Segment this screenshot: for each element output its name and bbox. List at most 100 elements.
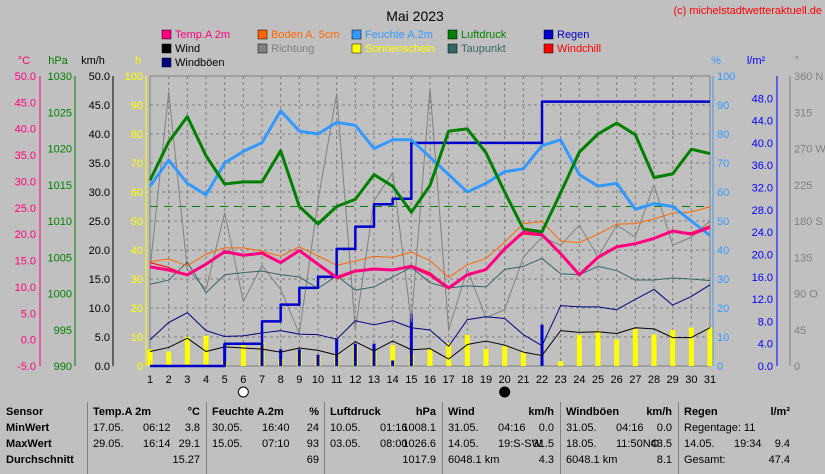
humidity-tick-label: 80 — [717, 129, 729, 141]
stats-date: Regentage: 11 — [684, 422, 756, 434]
stats-divider — [560, 402, 561, 474]
stats-date: 10.05. — [330, 422, 361, 434]
unit-sun: h — [135, 55, 141, 67]
stats-block-unit: l/m² — [770, 406, 790, 418]
temp-tick-label: 5.0 — [21, 308, 36, 320]
direction-tick-label: 45 — [794, 325, 806, 337]
stats-block-title: Regen — [684, 406, 718, 418]
temp-tick-label: 40.0 — [15, 124, 36, 136]
stats-date: Gesamt: — [684, 454, 726, 466]
stats-time: 19:S-SW — [498, 438, 543, 450]
humidity-tick-label: 60 — [717, 187, 729, 199]
legend-label: Wind — [175, 43, 200, 55]
x-tick-label: 1 — [147, 374, 153, 386]
direction-tick-label: 135 — [794, 252, 812, 264]
x-tick-label: 22 — [536, 374, 548, 386]
wind-tick-label: 20.0 — [89, 245, 110, 257]
legend-label: Luftdruck — [461, 29, 507, 41]
wind-tick-label: 5.0 — [95, 332, 110, 344]
sun-tick-label: 0 — [137, 361, 143, 373]
sunshine-bar — [483, 348, 489, 366]
stats-date: 15.05. — [212, 438, 243, 450]
humidity-tick-label: 30 — [717, 274, 729, 286]
humidity-tick-label: 50 — [717, 216, 729, 228]
stats-block-unit: °C — [187, 406, 200, 418]
stats-value: 15.27 — [172, 454, 200, 466]
rain-tick-label: 44.0 — [752, 116, 773, 128]
stats-time: 07:10 — [262, 438, 290, 450]
pressure-tick-label: 1030 — [48, 71, 72, 83]
stats-time: 16:14 — [143, 438, 171, 450]
x-tick-label: 9 — [296, 374, 302, 386]
unit-direction: ° — [795, 55, 799, 67]
rain-tick-label: 16.0 — [752, 272, 773, 284]
daily-rain-bar — [279, 349, 283, 366]
stats-value: 9.4 — [774, 438, 790, 450]
stats-value: 31.5 — [532, 438, 554, 450]
stats-value: 1026.6 — [402, 438, 436, 450]
pressure-tick-label: 995 — [54, 325, 72, 337]
stats-date: 17.05. — [93, 422, 124, 434]
pressure-tick-label: 1025 — [48, 107, 72, 119]
stats-value: 69 — [306, 454, 319, 466]
x-tick-label: 6 — [240, 374, 246, 386]
legend-label: Boden A. 5cm — [271, 29, 340, 41]
x-tick-label: 14 — [387, 374, 399, 386]
stats-value: 43.5 — [650, 438, 672, 450]
legend-swatch — [161, 43, 172, 54]
stats-divider — [324, 402, 325, 474]
direction-tick-label: 315 — [794, 107, 812, 119]
legend-swatch — [161, 29, 172, 40]
legend-label: Temp.A 2m — [175, 29, 230, 41]
stats-block-unit: km/h — [528, 406, 554, 418]
x-tick-label: 27 — [629, 374, 641, 386]
stats-value: 24 — [306, 422, 319, 434]
sunshine-bar — [614, 339, 620, 366]
stats-date: 31.05. — [566, 422, 597, 434]
sun-tick-label: 80 — [131, 129, 143, 141]
pressure-tick-label: 990 — [54, 361, 72, 373]
x-tick-label: 21 — [517, 374, 529, 386]
wind-tick-label: 50.0 — [89, 71, 110, 83]
sunshine-bar — [558, 361, 564, 366]
stats-row-label: MaxWert — [6, 438, 52, 450]
legend-label: Taupunkt — [461, 43, 506, 55]
legend-swatch — [447, 43, 458, 54]
stats-date: 6048.1 km — [448, 454, 500, 466]
legend-label: Feuchte A.2m — [365, 29, 433, 41]
stats-block-title: Windböen — [566, 406, 620, 418]
stats-value: 1008.1 — [402, 422, 436, 434]
sunshine-bar — [502, 346, 508, 366]
legend-label: Richtung — [271, 43, 314, 55]
x-tick-label: 23 — [555, 374, 567, 386]
wind-tick-label: 45.0 — [89, 100, 110, 112]
stats-time: 04:16 — [498, 422, 526, 434]
sunshine-bar — [166, 351, 172, 366]
series-direction — [149, 87, 711, 335]
pressure-tick-label: 1010 — [48, 216, 72, 228]
stats-value: 0.0 — [538, 422, 554, 434]
daily-rain-bar — [260, 343, 264, 366]
legend-label: Sonnenschein — [365, 43, 435, 55]
x-tick-label: 17 — [443, 374, 455, 386]
temp-tick-label: 50.0 — [15, 71, 36, 83]
sunshine-bar — [651, 334, 657, 366]
sun-tick-label: 100 — [125, 71, 143, 83]
stats-time: 01:16 — [380, 422, 408, 434]
humidity-tick-label: 0 — [717, 361, 723, 373]
sun-tick-label: 40 — [131, 245, 143, 257]
sunshine-bar — [688, 327, 694, 366]
stats-divider — [442, 402, 443, 474]
stats-value: 93 — [306, 438, 319, 450]
temp-tick-label: 30.0 — [15, 176, 36, 188]
humidity-tick-label: 70 — [717, 158, 729, 170]
legend-swatch — [543, 43, 554, 54]
rain-tick-label: 8.0 — [758, 316, 773, 328]
x-tick-label: 4 — [203, 374, 209, 386]
direction-tick-label: 225 — [794, 180, 812, 192]
stats-time: 04:16 — [616, 422, 644, 434]
pressure-tick-label: 1020 — [48, 144, 72, 156]
stats-block-title: Wind — [448, 406, 475, 418]
rain-tick-label: 48.0 — [752, 93, 773, 105]
sunshine-bar — [520, 351, 526, 366]
